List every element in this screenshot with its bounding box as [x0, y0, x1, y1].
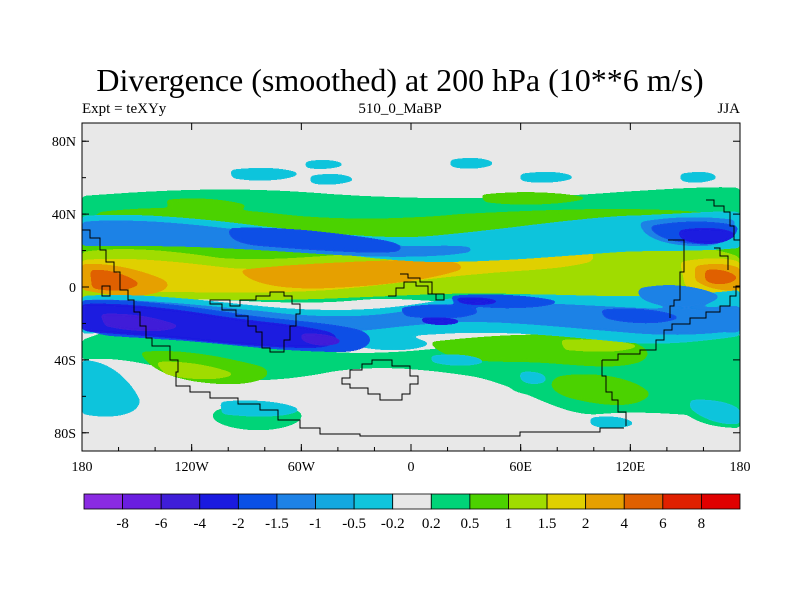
axis-ticks: [81, 123, 741, 451]
colorbar-swatch: [546, 493, 587, 510]
colorbar-swatch: [662, 493, 702, 510]
colorbar-label: -6: [155, 516, 168, 532]
y-tick-label: 80S: [54, 427, 76, 442]
colorbar-swatch: [469, 493, 509, 510]
chart-title: Divergence (smoothed) at 200 hPa (10**6 …: [96, 62, 704, 98]
colorbar-swatch: [392, 493, 432, 510]
coastline-asia-east: [668, 239, 685, 318]
coastline-asia-north: [706, 199, 740, 241]
colorbar-label: 1.5: [538, 516, 557, 532]
coastline-antarctic-peninsula: [341, 359, 419, 401]
colorbar-label: -0.2: [381, 516, 405, 532]
colorbar-swatch: [199, 493, 239, 510]
colorbar-swatch: [160, 493, 201, 510]
colorbar-label: -2: [232, 516, 245, 532]
axis-tick-labels: 180 120W 60W 0 60E 120E 180 80N 40N 0 40S 80S: [52, 135, 751, 475]
season-label: JJA: [717, 101, 740, 117]
colorbar-label: -0.5: [342, 516, 366, 532]
y-tick-label: 80N: [52, 135, 76, 150]
colorbar-swatch: [122, 493, 162, 510]
x-tick-label: 180: [72, 460, 93, 475]
colorbar-label: 2: [582, 516, 590, 532]
colorbar-swatch: [353, 493, 394, 510]
coastline-australia-south: [601, 360, 627, 426]
divergence-field: [82, 157, 740, 431]
x-tick-label: 60W: [288, 460, 316, 475]
colorbar-swatch: [701, 493, 741, 510]
y-tick-label: 40S: [54, 354, 76, 369]
coastline-pacific-island: [101, 285, 111, 297]
colorbar-label: -8: [116, 516, 129, 532]
colorbar-label: -4: [194, 516, 207, 532]
x-tick-label: 0: [408, 460, 415, 475]
colorbar-label: 6: [659, 516, 667, 532]
colorbar-label: 0.5: [461, 516, 480, 532]
x-tick-label: 120E: [616, 460, 646, 475]
x-tick-label: 120W: [175, 460, 210, 475]
colorbar-swatch: [623, 493, 664, 510]
coastlines: [82, 199, 740, 437]
colorbar-swatch: [585, 493, 625, 510]
colorbar: -8 -6 -4 -2 -1.5 -1 -0.5 -0.2 0.2 0.5 1 1.5 2 4 6 8: [83, 493, 741, 532]
y-tick-label: 40N: [52, 208, 76, 223]
x-tick-label: 60E: [509, 460, 532, 475]
coastline-americas: [82, 229, 624, 437]
contour-level-4: [90, 269, 738, 291]
y-tick-label: 0: [69, 281, 76, 296]
colorbar-label: 1: [505, 516, 513, 532]
colorbar-swatch: [276, 493, 316, 510]
colorbar-label: 4: [620, 516, 628, 532]
colorbar-label: -1.5: [265, 516, 289, 532]
run-label: 510_0_MaBP: [358, 101, 442, 117]
colorbar-swatch: [508, 493, 548, 510]
colorbar-label: 8: [698, 516, 706, 532]
experiment-label: Expt = teXYy: [82, 101, 167, 117]
colorbar-swatch: [237, 493, 278, 510]
x-tick-label: 180: [730, 460, 751, 475]
coastline-asia-south: [714, 247, 729, 270]
coastline-africa: [388, 273, 445, 301]
colorbar-swatch: [315, 493, 355, 510]
colorbar-label: -1: [309, 516, 322, 532]
colorbar-swatch: [430, 493, 471, 510]
coastline-australia: [602, 285, 740, 361]
contour-level-neg-1.5: [82, 227, 736, 348]
colorbar-swatch: [83, 493, 123, 510]
coastline-south-america: [209, 291, 301, 353]
colorbar-label: 0.2: [422, 516, 441, 532]
